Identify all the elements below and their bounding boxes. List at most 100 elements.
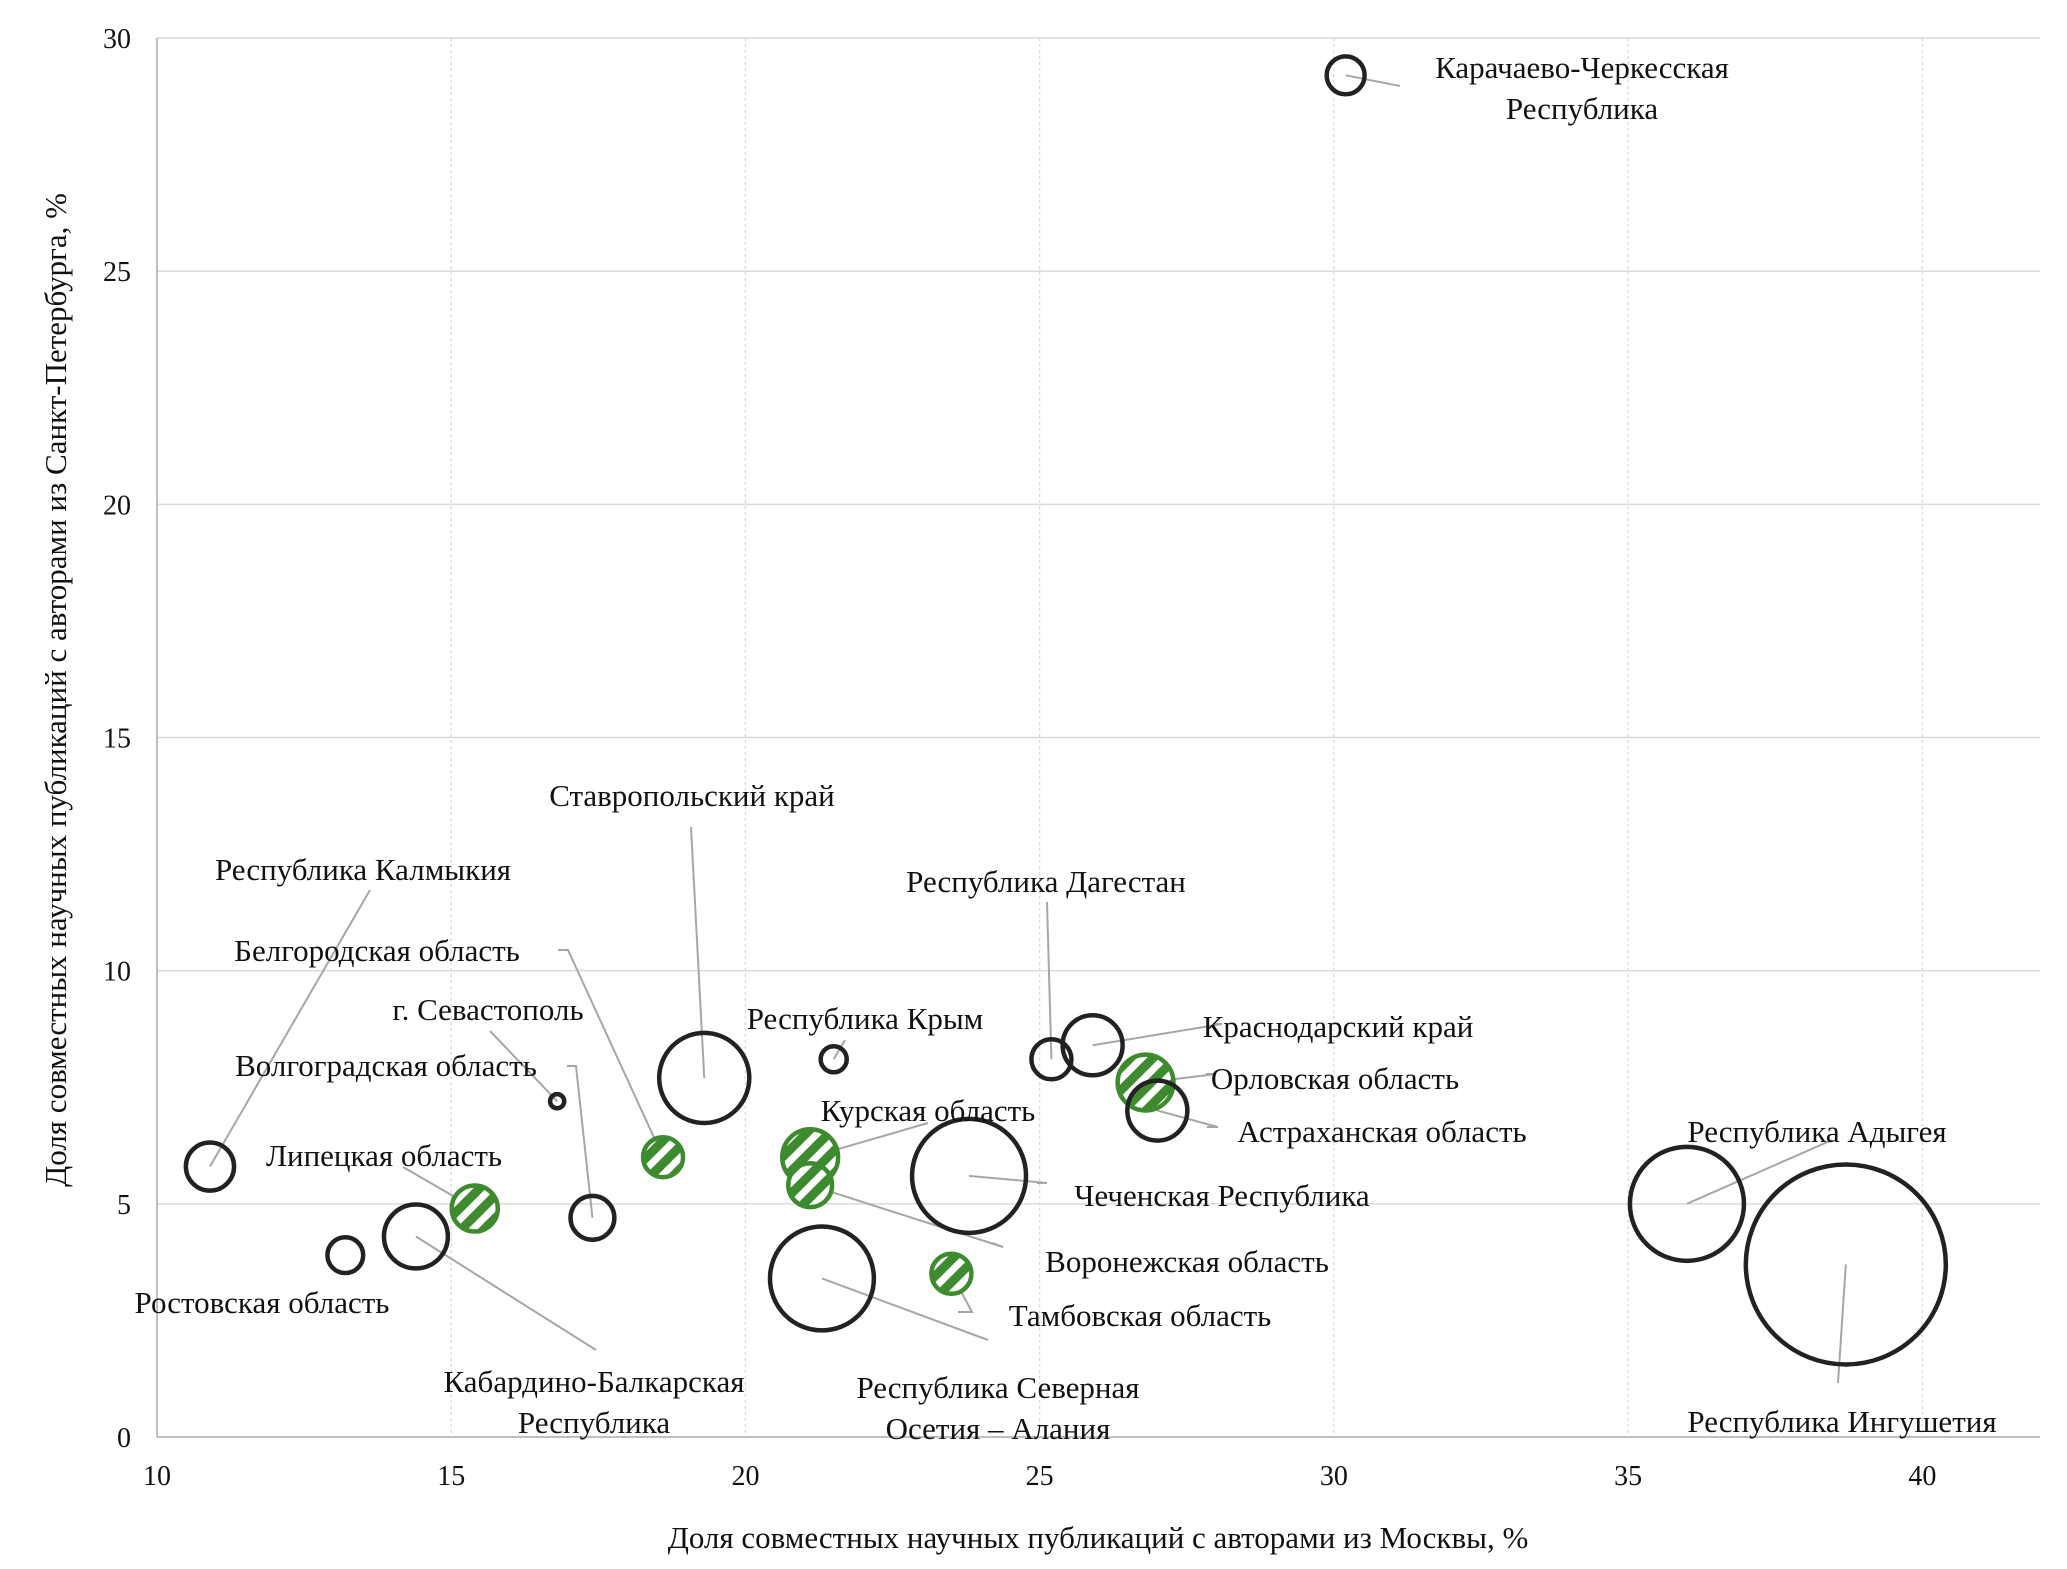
bubble-label-line: Республика Ингушетия — [1687, 1404, 1996, 1439]
data-labels: Карачаево-Черкесская Республика Республика… — [135, 50, 1997, 1446]
bubble — [183, 1140, 237, 1193]
bubble-label-line: г. Севастополь — [392, 992, 583, 1027]
bubble — [1060, 1013, 1125, 1078]
leader-line — [489, 1030, 558, 1102]
bubble-label-line: Чеченская Республика — [1074, 1178, 1370, 1213]
bubble-label: Орловская область — [1211, 1061, 1459, 1096]
bubble-label-line: Астраханская область — [1237, 1114, 1526, 1149]
bubble-label: Краснодарский край — [1203, 1009, 1474, 1044]
x-tick-label: 15 — [437, 1461, 465, 1492]
bubble-label-line: Республика Крым — [747, 1001, 984, 1036]
bubble-label-line: Тамбовская область — [1009, 1298, 1272, 1333]
bubble-label-line: Волгоградская область — [235, 1048, 537, 1083]
bubble-label: Кабардино-Балкарская Республика — [444, 1364, 745, 1440]
bubble — [547, 1091, 567, 1111]
bubble-label-line: Республика — [518, 1405, 670, 1440]
bubble-label: Чеченская Республика — [1074, 1178, 1370, 1213]
bubble-label: Республика Ингушетия — [1687, 1404, 1996, 1439]
bubble-label: Ростовская область — [135, 1285, 390, 1320]
bubble — [1029, 1037, 1074, 1082]
bubble — [818, 1043, 849, 1075]
y-tick-label: 20 — [103, 490, 131, 521]
bubble-label: Волгоградская область — [235, 1048, 537, 1083]
bubble-label: Карачаево-Черкесская Республика — [1435, 50, 1729, 126]
bubble — [381, 1202, 451, 1271]
leader-line — [1092, 1023, 1223, 1047]
leader-line — [415, 1235, 597, 1351]
leader-line — [690, 826, 706, 1078]
leader-line — [821, 1277, 989, 1341]
axes — [156, 38, 2040, 1438]
leader-line — [1345, 74, 1401, 87]
leader-line — [1157, 1109, 1219, 1128]
bubble-label-line: Осетия – Алания — [886, 1411, 1111, 1446]
leader-lines — [209, 74, 1847, 1384]
bubble-label-line: Республика Северная — [856, 1370, 1139, 1405]
bubble-label-line: Курская область — [821, 1093, 1036, 1128]
bubble-label: Липецкая область — [266, 1138, 502, 1173]
x-tick-label: 30 — [1320, 1461, 1348, 1492]
x-tick-label: 10 — [143, 1461, 171, 1492]
bubble — [909, 1116, 1029, 1236]
bubble-label-line: Карачаево-Черкесская — [1435, 50, 1729, 85]
bubble-label: Воронежская область — [1045, 1244, 1329, 1279]
bubble-label: Республика Крым — [747, 1001, 984, 1036]
y-tick-label: 5 — [117, 1190, 131, 1221]
bubble-highlighted — [929, 1251, 974, 1297]
gridlines — [157, 37, 2040, 1437]
leader-line — [809, 1184, 1004, 1248]
bubble-label: Республика Северная Осетия – Алания — [856, 1370, 1139, 1446]
x-tick-label: 35 — [1614, 1461, 1642, 1492]
bubble — [1125, 1078, 1190, 1143]
bubble-label-line: Ростовская область — [135, 1285, 390, 1320]
leader-line — [567, 1065, 594, 1218]
bubble — [1743, 1162, 1949, 1367]
bubble-label-line: Воронежская область — [1045, 1244, 1329, 1279]
bubble-label: Тамбовская область — [1009, 1298, 1272, 1333]
y-tick-label: 30 — [103, 24, 131, 55]
bubble-highlighted — [449, 1183, 501, 1234]
bubble-label: Астраханская область — [1237, 1114, 1526, 1149]
y-tick-label: 25 — [103, 257, 131, 288]
bubble-highlighted — [786, 1161, 835, 1210]
leader-line — [1686, 1139, 1833, 1205]
bubble-label-line: Липецкая область — [266, 1138, 502, 1173]
bubble-label-line: Республика Адыгея — [1687, 1114, 1946, 1149]
bubble-label: Ставропольский край — [549, 778, 835, 813]
y-tick-label: 10 — [103, 957, 131, 988]
bubbles — [183, 54, 1949, 1367]
bubble — [656, 1030, 752, 1126]
leader-line — [1046, 901, 1053, 1060]
bubble — [325, 1234, 366, 1276]
bubble-label: Белгородская область — [234, 933, 520, 968]
bubble — [568, 1193, 617, 1242]
bubble — [1627, 1144, 1747, 1264]
bubble-label-line: Республика Калмыкия — [215, 852, 511, 887]
bubble-label: Курская область — [821, 1093, 1036, 1128]
y-tick-label: 0 — [117, 1423, 131, 1454]
y-tick-label: 15 — [103, 724, 131, 755]
x-tick-label: 20 — [731, 1461, 759, 1492]
bubble-label-line: Краснодарский край — [1203, 1009, 1474, 1044]
bubble-label-line: Орловская область — [1211, 1061, 1459, 1096]
x-tick-label: 40 — [1908, 1461, 1936, 1492]
y-axis-title: Доля совместных научных публикаций с авт… — [38, 193, 73, 1187]
bubble-label-line: Кабардино-Балкарская — [444, 1364, 745, 1399]
bubble — [1324, 54, 1367, 97]
leader-line — [968, 1174, 1048, 1184]
tick-labels: 0 5 10 15 20 25 30 10 15 20 25 30 35 40 — [103, 24, 1936, 1492]
bubble-label: Республика Дагестан — [906, 864, 1186, 899]
bubble-label: Республика Калмыкия — [215, 852, 511, 887]
bubble-highlighted — [640, 1134, 686, 1180]
bubble-label-line: Белгородская область — [234, 933, 520, 968]
x-axis-title: Доля совместных научных публикаций с авт… — [668, 1520, 1529, 1555]
x-tick-label: 25 — [1026, 1461, 1054, 1492]
bubble — [767, 1224, 877, 1333]
bubble-label-line: Республика Дагестан — [906, 864, 1186, 899]
bubble-label-line: Ставропольский край — [549, 778, 835, 813]
bubble-label: Республика Адыгея — [1687, 1114, 1946, 1149]
leader-line — [209, 889, 371, 1168]
leader-line — [558, 949, 664, 1158]
bubble-label: г. Севастополь — [392, 992, 583, 1027]
